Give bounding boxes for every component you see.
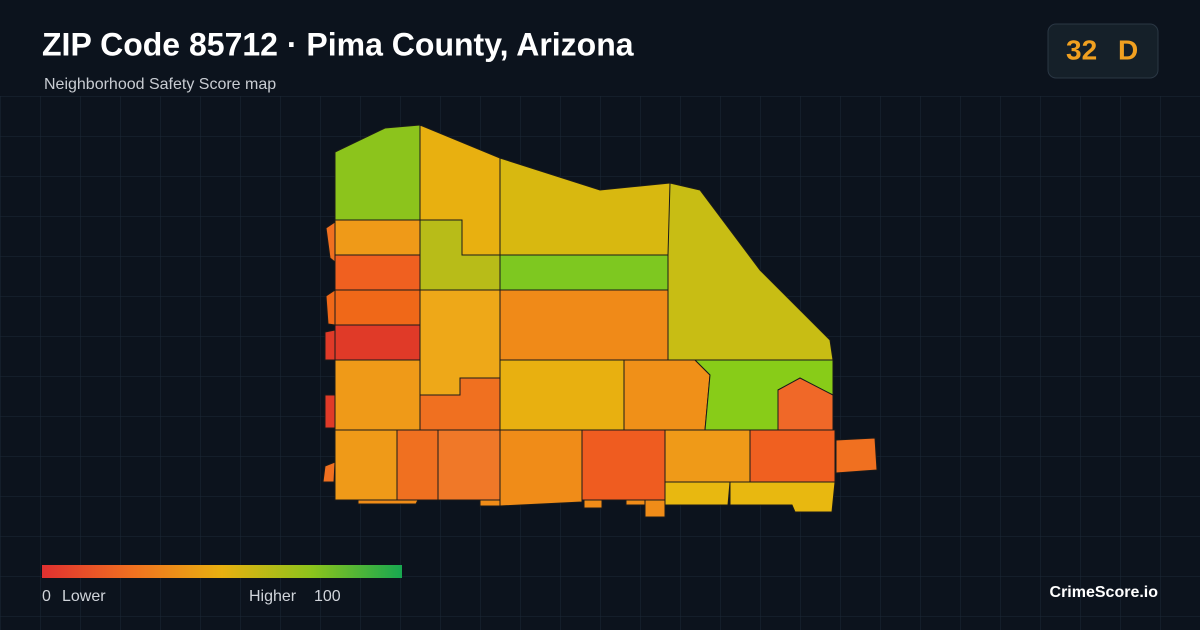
tract	[749, 429, 836, 483]
tract	[357, 499, 419, 505]
tract	[777, 377, 834, 431]
tract	[324, 329, 336, 361]
tract	[334, 254, 421, 291]
tract	[334, 219, 421, 256]
tract	[334, 429, 398, 501]
tract	[729, 481, 836, 513]
legend-gradient	[42, 565, 402, 578]
tract	[644, 499, 666, 518]
tract	[664, 429, 751, 483]
legend-min: 0	[42, 588, 51, 605]
tract	[664, 481, 731, 506]
tract	[325, 221, 336, 264]
grade: D	[1118, 34, 1138, 65]
tract	[625, 499, 646, 506]
tract	[499, 289, 669, 361]
brand: CrimeScore.io	[1050, 584, 1159, 601]
tract	[325, 289, 336, 326]
tract	[322, 461, 336, 483]
score-badge	[1047, 23, 1159, 79]
legend-max-label: Higher	[249, 588, 297, 605]
tract	[479, 499, 501, 507]
tract	[396, 429, 439, 501]
tract	[583, 499, 603, 509]
tract	[835, 437, 878, 474]
legend-min-label: Lower	[62, 588, 106, 605]
tract	[324, 394, 336, 429]
tract	[334, 359, 421, 431]
tract	[499, 429, 583, 507]
legend-max: 100	[314, 588, 341, 605]
tract	[334, 324, 421, 361]
subtitle: Neighborhood Safety Score map	[44, 76, 276, 93]
tract	[334, 289, 421, 326]
tract	[623, 359, 711, 431]
title: ZIP Code 85712 · Pima County, Arizona	[42, 26, 634, 62]
tract	[437, 429, 501, 501]
tract	[499, 359, 625, 431]
zip-map	[322, 124, 878, 518]
tract	[499, 254, 669, 291]
score: 32	[1066, 34, 1097, 65]
tract	[581, 429, 666, 501]
